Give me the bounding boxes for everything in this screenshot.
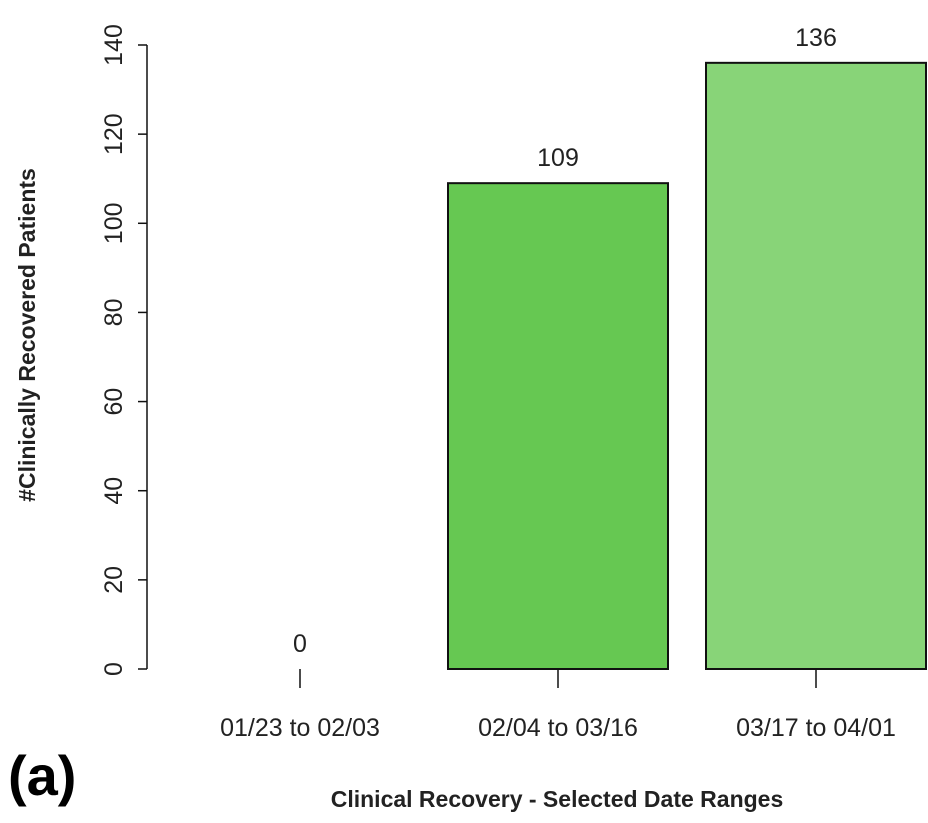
bar xyxy=(447,182,669,671)
value-label: 0 xyxy=(293,630,307,658)
value-label: 136 xyxy=(795,24,837,52)
x-tick-label: 03/17 to 04/01 xyxy=(736,714,896,742)
y-tick-label: 80 xyxy=(100,299,128,327)
x-tick-label: 01/23 to 02/03 xyxy=(220,714,380,742)
x-tick-label: 02/04 to 03/16 xyxy=(478,714,638,742)
y-axis-label: #Clinically Recovered Patients xyxy=(14,168,40,502)
value-label: 109 xyxy=(537,144,579,172)
y-tick-label: 140 xyxy=(100,24,128,66)
y-tick-label: 0 xyxy=(100,662,128,676)
y-tick-label: 20 xyxy=(100,566,128,594)
x-axis-label: Clinical Recovery - Selected Date Ranges xyxy=(331,786,784,812)
panel-label: (a) xyxy=(8,744,76,807)
y-tick-label: 100 xyxy=(100,202,128,244)
y-tick-label: 120 xyxy=(100,113,128,155)
bar xyxy=(705,61,927,671)
y-tick-label: 60 xyxy=(100,388,128,416)
y-tick-label: 40 xyxy=(100,477,128,505)
